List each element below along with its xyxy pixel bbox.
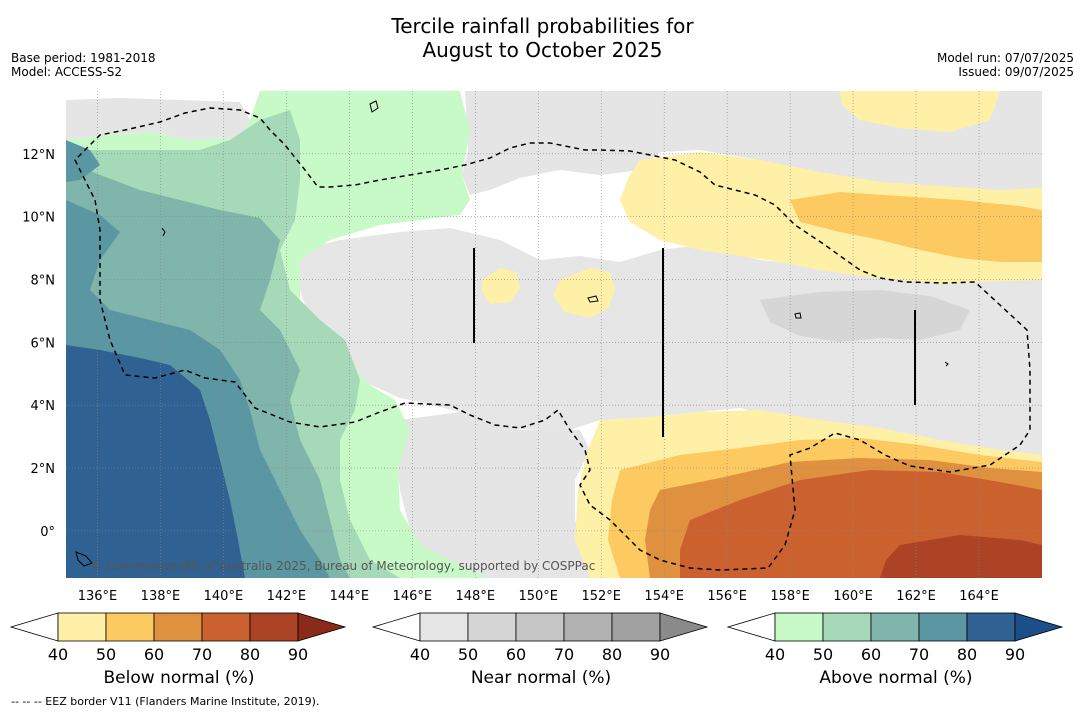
lon-tick-label: 150°E <box>518 589 558 604</box>
lat-tick-label: 0° <box>40 525 55 540</box>
colorbar-tick-label: 50 <box>813 645 833 664</box>
below-normal-patch-148e <box>482 268 520 304</box>
lon-tick-label: 136°E <box>78 589 118 604</box>
lat-tick-label: 6°N <box>31 336 56 351</box>
colorbar-segment <box>918 612 968 642</box>
latitude-labels: 0° 2°N 4°N 6°N 8°N 10°N 12°N <box>22 148 55 540</box>
model-name: Model: ACCESS-S2 <box>11 65 123 79</box>
near-normal-darker-patch-east <box>760 290 970 342</box>
colorbar-tick-label: 50 <box>96 645 116 664</box>
lon-tick-label: 160°E <box>833 589 873 604</box>
colorbar-tick-label: 70 <box>192 645 212 664</box>
colorbar-label-near: Near normal (%) <box>470 668 612 688</box>
colorbar-segment <box>870 612 920 642</box>
lat-tick-label: 10°N <box>22 211 55 226</box>
colorbar-segment <box>105 612 155 642</box>
lon-tick-label: 162°E <box>896 589 936 604</box>
colorbars: 40 50 60 70 80 90 40 50 60 70 80 90 40 50 60 70 80 90 <box>9 612 1064 664</box>
lon-tick-label: 142°E <box>267 589 307 604</box>
meta-left: Base period: 1981-2018 Model: ACCESS-S2 <box>11 51 156 79</box>
lat-tick-label: 2°N <box>31 462 56 477</box>
colorbar-tick-label: 40 <box>48 645 68 664</box>
colorbar-tick-label: 80 <box>602 645 622 664</box>
colorbar-tick-label: 60 <box>144 645 164 664</box>
colorbar-low-extension <box>726 612 776 642</box>
above-normal-80 <box>66 345 245 578</box>
model-run: Model run: 07/07/2025 <box>936 51 1074 65</box>
base-period: Base period: 1981-2018 <box>11 51 156 65</box>
colorbar-segment <box>201 612 251 642</box>
colorbar-high-extension <box>1014 612 1064 642</box>
title-line-1: Tercile rainfall probabilities for <box>391 14 694 38</box>
lon-tick-label: 146°E <box>393 589 433 604</box>
lon-tick-label: 156°E <box>707 589 747 604</box>
lon-tick-label: 140°E <box>204 589 244 604</box>
island-yap <box>161 227 166 237</box>
issued-date: Issued: 09/07/2025 <box>958 65 1074 79</box>
colorbar-segment <box>419 612 469 642</box>
island-pohnpei <box>794 312 802 319</box>
copyright-watermark: © Commonwealth of Australia 2025, Bureau… <box>90 559 595 573</box>
colorbar-segment <box>57 612 107 642</box>
island-chuuk <box>587 295 599 303</box>
longitude-labels: 136°E 138°E 140°E 142°E 144°E 146°E 148°E 150°E… <box>78 589 999 604</box>
colorbar-segment <box>611 612 661 642</box>
lon-tick-label: 144°E <box>330 589 370 604</box>
colorbar-tick-label: 40 <box>765 645 785 664</box>
colorbar-tick-label: 80 <box>957 645 977 664</box>
map-grid <box>66 91 1042 578</box>
lon-tick-label: 152°E <box>581 589 621 604</box>
lon-tick-label: 158°E <box>770 589 810 604</box>
colorbar-2: 40 50 60 70 80 90 <box>726 612 1064 664</box>
colorbar-high-extension <box>659 612 709 642</box>
colorbar-high-extension <box>297 612 347 642</box>
lon-tick-label: 154°E <box>644 589 684 604</box>
below-normal-80-south <box>880 535 1042 578</box>
below-normal-north-top <box>840 91 1000 132</box>
colorbar-1: 40 50 60 70 80 90 <box>371 612 709 664</box>
colorbar-0: 40 50 60 70 80 90 <box>9 612 347 664</box>
colorbar-segment <box>515 612 565 642</box>
colorbar-tick-label: 60 <box>861 645 881 664</box>
near-normal-region-south <box>395 412 600 578</box>
coastlines <box>75 100 949 567</box>
lon-tick-label: 138°E <box>141 589 181 604</box>
above-normal-patch-north-cyan <box>66 140 100 182</box>
colorbar-segment <box>153 612 203 642</box>
colorbar-segment <box>249 612 299 642</box>
colorbar-segment <box>563 612 613 642</box>
colorbar-segment <box>822 612 872 642</box>
colorbar-segment <box>774 612 824 642</box>
colorbar-segment <box>966 612 1016 642</box>
colorbar-tick-label: 60 <box>506 645 526 664</box>
map-title: Tercile rainfall probabilities for Augus… <box>0 14 1085 62</box>
meta-right: Model run: 07/07/2025 Issued: 09/07/2025 <box>937 51 1074 79</box>
colorbar-label-below: Below normal (%) <box>103 668 255 688</box>
colorbar-segment <box>467 612 517 642</box>
colorbar-tick-label: 70 <box>909 645 929 664</box>
below-normal-patch-152e <box>553 268 615 318</box>
lat-tick-label: 12°N <box>22 148 55 163</box>
lon-tick-label: 148°E <box>456 589 496 604</box>
colorbar-tick-label: 90 <box>650 645 670 664</box>
colorbar-tick-label: 80 <box>240 645 260 664</box>
lon-tick-label: 164°E <box>959 589 999 604</box>
lat-tick-label: 8°N <box>31 274 56 289</box>
colorbar-low-extension <box>371 612 421 642</box>
colorbar-tick-label: 90 <box>1005 645 1025 664</box>
eez-footnote: -- -- -- EEZ border V11 (Flanders Marine… <box>11 695 320 708</box>
colorbar-low-extension <box>9 612 59 642</box>
probability-field: © Commonwealth of Australia 2025, Bureau… <box>66 91 1042 578</box>
colorbar-tick-label: 70 <box>554 645 574 664</box>
lat-tick-label: 4°N <box>31 399 56 414</box>
island-guam <box>369 100 379 113</box>
colorbar-tick-label: 90 <box>288 645 308 664</box>
colorbar-tick-label: 40 <box>410 645 430 664</box>
colorbar-label-above: Above normal (%) <box>819 668 973 688</box>
coast-new-guinea <box>75 551 93 567</box>
island-kosrae <box>944 361 949 367</box>
colorbar-tick-label: 50 <box>458 645 478 664</box>
title-line-2: August to October 2025 <box>422 38 663 62</box>
